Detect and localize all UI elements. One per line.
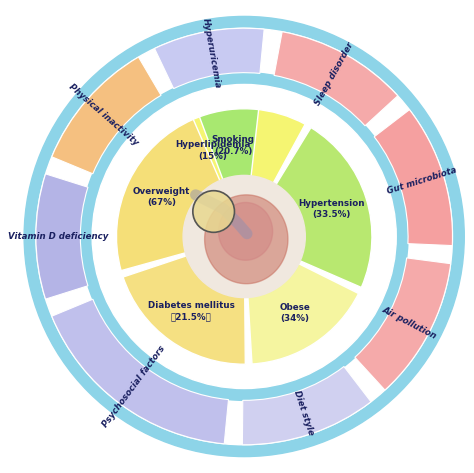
Circle shape — [92, 85, 396, 388]
Text: Smoking
(20.7%): Smoking (20.7%) — [211, 135, 255, 156]
Wedge shape — [123, 236, 246, 364]
Wedge shape — [355, 258, 451, 390]
Text: Hyperlipidemia
(15%): Hyperlipidemia (15%) — [175, 140, 251, 161]
Wedge shape — [244, 128, 372, 288]
Wedge shape — [52, 57, 161, 174]
Wedge shape — [244, 236, 358, 364]
Wedge shape — [374, 110, 453, 245]
Text: Vitamin D deficiency: Vitamin D deficiency — [8, 232, 109, 241]
Text: Physical inactivity: Physical inactivity — [67, 82, 140, 147]
Wedge shape — [242, 367, 371, 445]
Wedge shape — [52, 299, 228, 444]
Wedge shape — [36, 174, 88, 299]
Circle shape — [193, 191, 235, 232]
Text: Diet style: Diet style — [292, 389, 315, 437]
Text: Hyperuricemia: Hyperuricemia — [201, 18, 222, 89]
Circle shape — [24, 17, 464, 456]
Wedge shape — [274, 32, 398, 126]
Circle shape — [36, 28, 453, 445]
Polygon shape — [205, 195, 288, 284]
Wedge shape — [155, 28, 264, 88]
Circle shape — [183, 175, 305, 298]
Text: Gut microbiota: Gut microbiota — [386, 166, 457, 196]
Text: Psychosocial factors: Psychosocial factors — [100, 343, 167, 429]
Circle shape — [81, 73, 408, 400]
Wedge shape — [117, 119, 244, 271]
Wedge shape — [200, 109, 259, 236]
Text: Obese
(34%): Obese (34%) — [279, 303, 310, 323]
Text: Air pollution: Air pollution — [381, 305, 438, 340]
Text: Sleep disorder: Sleep disorder — [313, 41, 356, 107]
Text: Hypertension
(33.5%): Hypertension (33.5%) — [298, 199, 365, 219]
Text: Overweight
(67%): Overweight (67%) — [133, 187, 190, 207]
Text: Diabetes mellitus
（21.5%）: Diabetes mellitus （21.5%） — [147, 301, 235, 321]
Polygon shape — [219, 202, 273, 260]
Wedge shape — [125, 109, 305, 236]
